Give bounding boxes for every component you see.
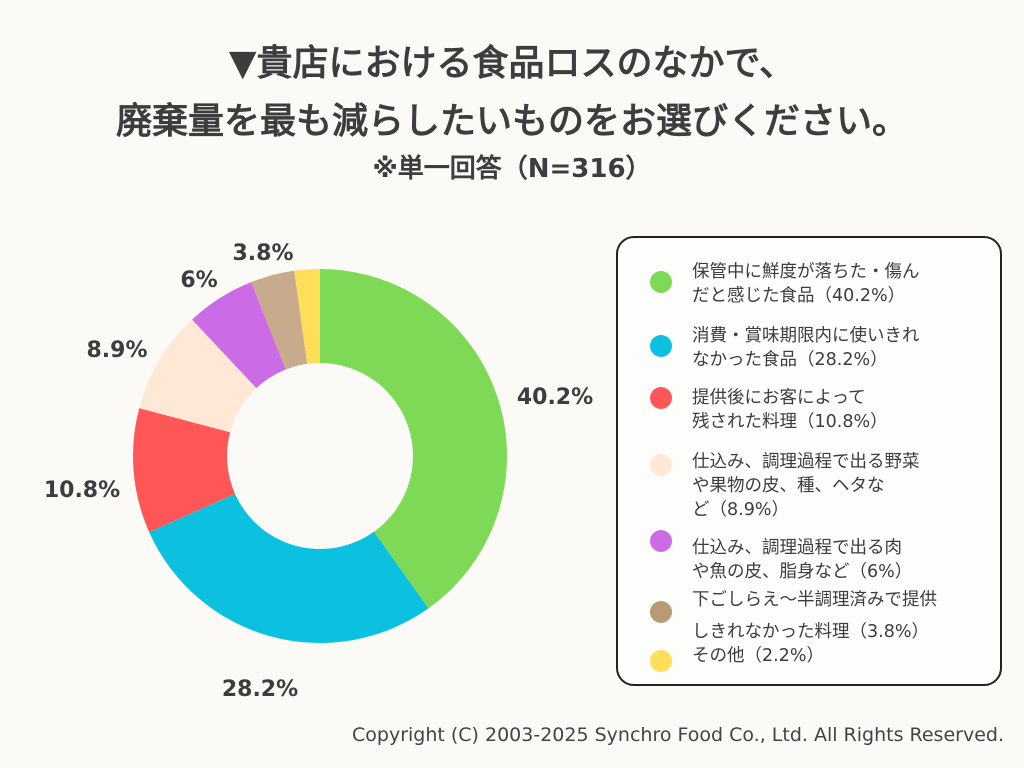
legend-item-1: 消費・賞味期限内に使いきれ なかった食品（28.2%） bbox=[692, 326, 920, 370]
data-label-0: 40.2% bbox=[517, 385, 593, 410]
donut-chart: 40.2% 28.2% 10.8% 8.9% 6% 3.8% bbox=[44, 241, 593, 702]
donut-slice-0 bbox=[320, 269, 508, 609]
donut-slice-5 bbox=[251, 270, 308, 370]
legend-swatch-2 bbox=[650, 387, 672, 409]
data-label-2: 10.8% bbox=[44, 478, 120, 503]
legend: 保管中に鮮度が落ちた・傷ん だと感じた食品（40.2%） 消費・賞味期限内に使いきれ… bbox=[616, 236, 1002, 686]
legend-item-2: 提供後にお客によって 残された料理（10.8%） bbox=[692, 388, 888, 432]
data-label-1: 28.2% bbox=[222, 677, 298, 702]
donut-slice-2 bbox=[133, 408, 236, 533]
data-label-3: 8.9% bbox=[86, 338, 147, 363]
legend-item-0: 保管中に鮮度が落ちた・傷ん だと感じた食品（40.2%） bbox=[692, 262, 920, 306]
donut-slice-4 bbox=[192, 282, 286, 389]
chart-title-line2: 廃棄量を最も減らしたいものをお選びください。 bbox=[115, 101, 908, 142]
legend-swatch-6 bbox=[650, 650, 672, 672]
chart-title-line1: ▼貴店における食品ロスのなかで、 bbox=[228, 43, 796, 84]
legend-swatch-1 bbox=[650, 335, 672, 357]
legend-item-6: その他（2.2%） bbox=[692, 646, 824, 666]
donut-slice-3 bbox=[139, 319, 257, 433]
donut-slice-6 bbox=[294, 269, 320, 364]
legend-swatch-5 bbox=[650, 601, 672, 623]
legend-item-5: 下ごしらえ～半調理済みで提供 しきれなかった料理（3.8%） bbox=[692, 590, 937, 642]
legend-item-4: 仕込み、調理過程で出る肉 や魚の皮、脂身など（6%） bbox=[692, 538, 913, 582]
donut-slice-1 bbox=[149, 493, 429, 643]
copyright: Copyright (C) 2003-2025 Synchro Food Co.… bbox=[352, 724, 1004, 746]
legend-swatch-0 bbox=[650, 271, 672, 293]
data-label-4: 6% bbox=[180, 268, 217, 293]
data-label-5: 3.8% bbox=[232, 241, 293, 266]
legend-item-3: 仕込み、調理過程で出る野菜 や果物の皮、種、ヘタな ど（8.9%） bbox=[692, 452, 920, 520]
legend-swatch-3 bbox=[650, 454, 672, 476]
chart-subtitle: ※単一回答（N=316） bbox=[372, 154, 652, 184]
legend-swatch-4 bbox=[650, 530, 672, 552]
